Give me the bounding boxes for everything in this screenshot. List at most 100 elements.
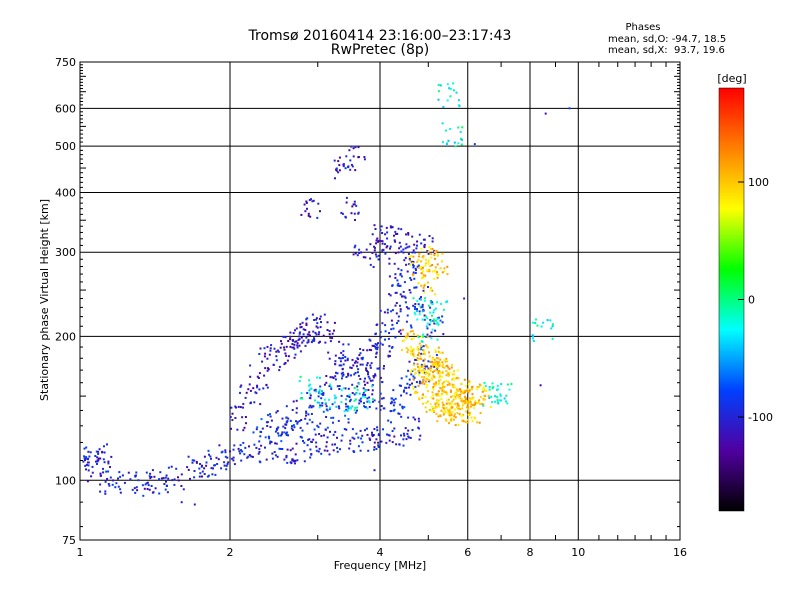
- data-point: [426, 365, 428, 368]
- data-point: [337, 171, 340, 174]
- data-point: [369, 257, 372, 260]
- data-point: [440, 364, 443, 367]
- data-point: [420, 296, 422, 299]
- data-point: [443, 381, 446, 384]
- data-point: [437, 346, 440, 349]
- data-point: [310, 198, 312, 201]
- data-point: [454, 386, 457, 389]
- data-point: [436, 366, 439, 369]
- data-point: [341, 357, 344, 359]
- data-point: [410, 338, 413, 341]
- data-point: [429, 403, 432, 406]
- data-point: [376, 367, 379, 370]
- data-point: [391, 430, 394, 432]
- data-point: [413, 286, 416, 289]
- data-point: [371, 433, 374, 436]
- data-point: [210, 467, 213, 470]
- data-point: [429, 306, 432, 309]
- data-point: [406, 270, 409, 273]
- data-point: [378, 367, 381, 370]
- data-point: [442, 366, 445, 369]
- data-point: [103, 451, 106, 454]
- data-point: [436, 321, 439, 324]
- data-point: [438, 394, 441, 397]
- data-point: [437, 90, 440, 93]
- data-point: [315, 441, 318, 444]
- data-point: [313, 319, 316, 321]
- data-point: [334, 354, 337, 357]
- data-point: [375, 407, 378, 410]
- data-point: [304, 344, 307, 347]
- data-point: [286, 448, 289, 451]
- data-point: [233, 463, 236, 466]
- data-point: [451, 373, 454, 376]
- data-point: [348, 149, 351, 152]
- data-point: [433, 319, 436, 322]
- data-point: [109, 476, 112, 479]
- data-point: [332, 421, 334, 424]
- data-point: [410, 255, 413, 257]
- data-point: [229, 450, 231, 453]
- data-point: [483, 381, 486, 384]
- x-tick-label: 1: [77, 546, 84, 559]
- data-point: [285, 345, 288, 348]
- data-point: [388, 345, 391, 348]
- data-point: [540, 325, 543, 328]
- data-point: [310, 453, 313, 456]
- data-point: [408, 386, 410, 389]
- data-point: [104, 490, 107, 493]
- data-point: [446, 399, 449, 402]
- data-point: [287, 434, 290, 437]
- data-point: [390, 400, 393, 403]
- data-point: [427, 375, 430, 378]
- data-point: [318, 331, 321, 334]
- data-point: [435, 354, 438, 356]
- data-point: [305, 336, 308, 339]
- data-point: [379, 229, 382, 232]
- data-point: [419, 355, 422, 357]
- data-point: [409, 350, 412, 353]
- data-point: [100, 474, 102, 477]
- data-point: [247, 455, 250, 458]
- data-point: [103, 445, 105, 448]
- data-point: [275, 355, 278, 358]
- data-point: [166, 491, 169, 494]
- data-point: [292, 400, 295, 403]
- data-point: [366, 400, 369, 403]
- data-point: [348, 406, 351, 409]
- data-point: [342, 373, 345, 376]
- data-point: [283, 431, 286, 434]
- data-point: [371, 389, 374, 392]
- data-point: [379, 376, 382, 379]
- data-point: [416, 309, 418, 312]
- data-point: [285, 416, 288, 419]
- data-point: [441, 321, 444, 324]
- data-point: [330, 386, 333, 389]
- data-point: [326, 409, 329, 412]
- data-point: [482, 398, 485, 401]
- data-point: [360, 437, 363, 440]
- data-point: [508, 388, 511, 391]
- data-point: [328, 385, 331, 388]
- data-point: [207, 449, 210, 452]
- data-point: [489, 406, 492, 408]
- data-point: [458, 395, 461, 398]
- data-point: [285, 454, 288, 457]
- data-point: [459, 408, 462, 411]
- data-point: [342, 387, 345, 390]
- data-point: [430, 320, 432, 323]
- data-point: [436, 402, 439, 404]
- data-point: [433, 410, 436, 413]
- data-point: [429, 289, 432, 292]
- data-point: [453, 415, 456, 418]
- data-point: [352, 203, 355, 206]
- data-point: [458, 397, 461, 399]
- data-point: [266, 357, 269, 360]
- data-point: [278, 447, 281, 450]
- data-point: [422, 345, 425, 348]
- data-point: [186, 466, 189, 469]
- data-point: [348, 447, 351, 450]
- data-point: [532, 340, 535, 342]
- data-point: [170, 465, 173, 468]
- data-point: [410, 373, 413, 376]
